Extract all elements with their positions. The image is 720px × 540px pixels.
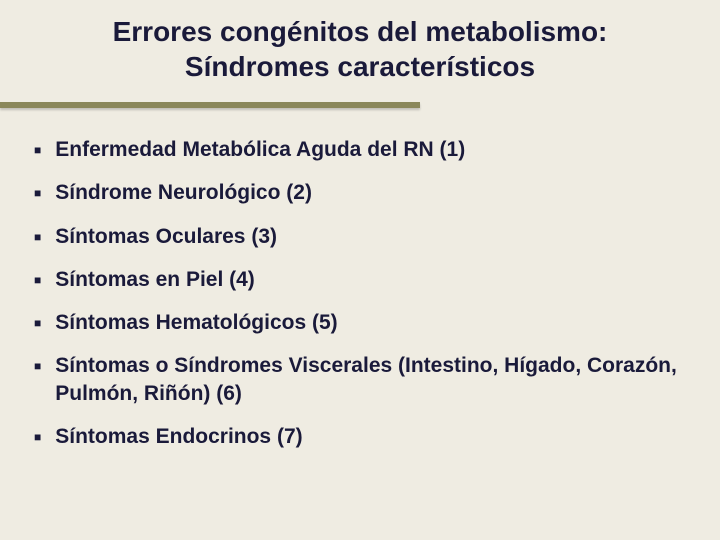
title-line-1: Errores congénitos del metabolismo: [113, 16, 608, 47]
list-item: ■ Síntomas o Síndromes Viscerales (Intes… [34, 352, 692, 407]
bullet-text: Síntomas Endocrinos (7) [55, 423, 302, 450]
list-item: ■ Enfermedad Metabólica Aguda del RN (1) [34, 136, 692, 163]
bullet-text: Síndrome Neurológico (2) [55, 179, 312, 206]
list-item: ■ Síntomas en Piel (4) [34, 266, 692, 293]
bullet-icon: ■ [34, 316, 41, 330]
list-item: ■ Síntomas Oculares (3) [34, 223, 692, 250]
title-line-2: Síndromes característicos [185, 51, 535, 82]
list-item: ■ Síntomas Hematológicos (5) [34, 309, 692, 336]
bullet-icon: ■ [34, 430, 41, 444]
list-item: ■ Síntomas Endocrinos (7) [34, 423, 692, 450]
bullet-text: Síntomas en Piel (4) [55, 266, 255, 293]
bullet-text: Síntomas o Síndromes Viscerales (Intesti… [55, 352, 692, 407]
bullet-icon: ■ [34, 186, 41, 200]
title-divider [0, 102, 420, 108]
slide-title: Errores congénitos del metabolismo: Sínd… [28, 14, 692, 84]
bullet-text: Enfermedad Metabólica Aguda del RN (1) [55, 136, 465, 163]
bullet-icon: ■ [34, 359, 41, 373]
slide-container: Errores congénitos del metabolismo: Sínd… [0, 0, 720, 540]
bullet-icon: ■ [34, 273, 41, 287]
bullet-text: Síntomas Hematológicos (5) [55, 309, 337, 336]
bullet-list: ■ Enfermedad Metabólica Aguda del RN (1)… [28, 136, 692, 450]
bullet-icon: ■ [34, 143, 41, 157]
list-item: ■ Síndrome Neurológico (2) [34, 179, 692, 206]
bullet-text: Síntomas Oculares (3) [55, 223, 277, 250]
bullet-icon: ■ [34, 230, 41, 244]
